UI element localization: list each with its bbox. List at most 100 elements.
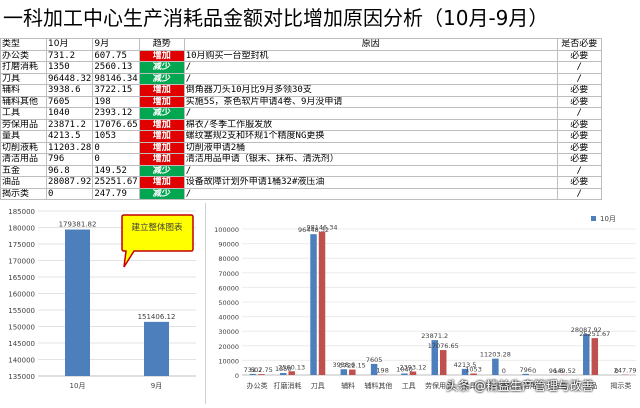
cell-type: 办公类 — [1, 50, 47, 62]
data-label: 0 — [532, 367, 536, 375]
data-label: 25251.67 — [579, 330, 610, 338]
cell-trend: 减少 — [139, 188, 184, 200]
bar — [410, 372, 417, 375]
y-tick-label: 90000 — [218, 241, 239, 249]
cell-oct: 11203.28 — [47, 142, 93, 154]
cell-reason: / — [184, 62, 557, 74]
x-tick-label: 辅料 — [341, 381, 355, 390]
y-tick-label: 70000 — [218, 270, 239, 278]
legend-swatch — [591, 216, 596, 221]
y-tick-label: 155000 — [8, 307, 35, 315]
cell-sep: 2560.13 — [93, 62, 139, 74]
y-tick-label: 145000 — [8, 340, 35, 348]
cell-need: 必要 — [557, 177, 601, 189]
cell-trend: 减少 — [139, 108, 184, 120]
y-tick-label: 165000 — [8, 274, 35, 282]
cell-type: 切削液耗 — [1, 142, 47, 154]
y-tick-label: 185000 — [8, 208, 35, 216]
cell-need: / — [557, 73, 601, 85]
bar — [341, 369, 348, 375]
cell-trend: 增加 — [139, 177, 184, 189]
cell-need: 必要 — [557, 142, 601, 154]
cell-need: / — [557, 62, 601, 74]
x-tick-label: 揭示类 — [610, 381, 631, 390]
x-tick-label: 9月 — [151, 382, 162, 390]
cell-need: 必要 — [557, 50, 601, 62]
cell-oct: 4213.5 — [47, 131, 93, 143]
cell-reason: 倒角器刀头10月比9月多领30支 — [184, 85, 557, 97]
cell-reason: 实施5S，茶色软片申请4卷、9月没申请 — [184, 96, 557, 108]
bar — [583, 334, 590, 375]
header-trend: 趋势 — [139, 39, 184, 51]
data-label: 607.75 — [250, 366, 273, 374]
bar — [492, 359, 499, 375]
data-label: 198 — [376, 367, 388, 375]
cell-sep: 149.52 — [93, 165, 139, 177]
bar — [401, 373, 408, 375]
cell-sep: 2393.12 — [93, 108, 139, 120]
cell-need: / — [557, 165, 601, 177]
cell-oct: 796 — [47, 154, 93, 166]
cell-need: 必要 — [557, 131, 601, 143]
cell-trend: 增加 — [139, 50, 184, 62]
cell-need: 必要 — [557, 96, 601, 108]
cell-sep: 0 — [93, 142, 139, 154]
data-label: 179381.82 — [59, 221, 97, 229]
y-tick-label: 10000 — [218, 357, 239, 365]
header-need: 是否必要 — [557, 39, 601, 51]
y-tick-label: 80000 — [218, 255, 239, 263]
cell-oct: 23871.2 — [47, 119, 93, 131]
cell-type: 刀具 — [1, 73, 47, 85]
bar — [319, 232, 326, 375]
data-label: 2393.12 — [399, 364, 426, 372]
header-reason: 原因 — [184, 39, 557, 51]
cell-reason: / — [184, 73, 557, 85]
y-tick-label: 40000 — [218, 314, 239, 322]
y-tick-label: 150000 — [8, 324, 35, 332]
cell-trend: 增加 — [139, 96, 184, 108]
cell-type: 油品 — [1, 177, 47, 189]
cell-type: 五金 — [1, 165, 47, 177]
y-tick-label: 175000 — [8, 241, 35, 249]
cell-reason: 10月购买一台塑封机 — [184, 50, 557, 62]
bar — [144, 322, 169, 376]
data-label: 796 — [519, 366, 531, 374]
table-header-row: 类型 10月 9月 趋势 原因 是否必要 — [1, 39, 602, 51]
data-label: 151406.12 — [138, 313, 176, 321]
header-sep: 9月 — [93, 39, 139, 51]
x-tick-label: 打磨消耗 — [273, 381, 301, 390]
cell-trend: 增加 — [139, 131, 184, 143]
y-tick-label: 20000 — [218, 343, 239, 351]
cell-need: 必要 — [557, 119, 601, 131]
cell-need: / — [557, 108, 601, 120]
cell-trend: 减少 — [139, 165, 184, 177]
data-label: 98146.34 — [307, 224, 338, 232]
cell-type: 辅料其他 — [1, 96, 47, 108]
cell-sep: 247.79 — [93, 188, 139, 200]
x-tick-label: 刀具 — [311, 382, 325, 390]
data-label: 2560.13 — [278, 363, 305, 371]
data-label: 17076.65 — [428, 342, 459, 350]
cell-type: 劳保用品 — [1, 119, 47, 131]
x-tick-label: 工具 — [402, 382, 416, 390]
cell-reason: 螺纹塞规2支和环规1个精度NG更换 — [184, 131, 557, 143]
data-label: 0 — [502, 367, 506, 375]
cell-sep: 17076.65 — [93, 119, 139, 131]
cell-need: 必要 — [557, 154, 601, 166]
y-tick-label: 140000 — [8, 357, 35, 365]
bar — [522, 374, 529, 375]
cell-oct: 1040 — [47, 108, 93, 120]
cell-oct: 1350 — [47, 62, 93, 74]
cell-oct: 7605 — [47, 96, 93, 108]
